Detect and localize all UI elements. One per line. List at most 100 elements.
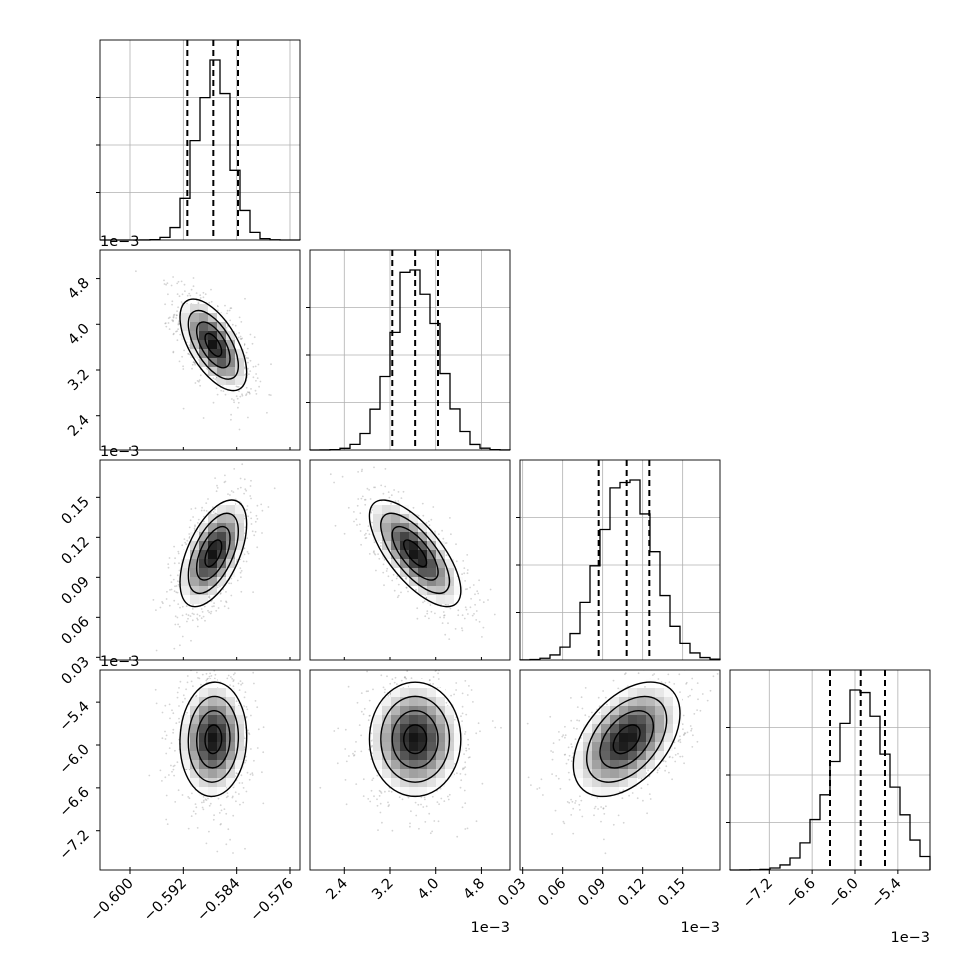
scatter-point: [245, 351, 248, 354]
contour-1.5-sigma: [187, 309, 240, 380]
scatter-point: [463, 753, 465, 755]
scatter-point: [178, 705, 180, 707]
density-cell: [418, 577, 427, 586]
scatter-point: [243, 737, 246, 740]
scatter-point: [220, 600, 222, 602]
density-cell: [226, 568, 235, 577]
scatter-point: [262, 751, 265, 754]
scatter-point: [243, 367, 246, 370]
scatter-point: [423, 600, 426, 603]
scatter-point: [197, 518, 200, 521]
histogram-panel-2: [516, 459, 721, 661]
scatter-point: [205, 502, 208, 504]
scatter-point: [387, 801, 389, 804]
density-cell: [382, 523, 391, 532]
scatter-point: [175, 314, 178, 317]
density-cell: [427, 733, 436, 742]
scatter-point: [249, 773, 252, 776]
scatter-point: [213, 677, 216, 680]
scatter-point: [396, 596, 399, 599]
density-cell: [382, 724, 391, 733]
density-cell: [400, 715, 409, 724]
scatter-point: [487, 599, 489, 601]
density-cell: [226, 550, 235, 559]
density-cell: [235, 376, 244, 385]
density-cell: [436, 715, 445, 724]
scatter-point: [245, 489, 248, 492]
scatter-point: [208, 597, 211, 599]
density-cell: [445, 586, 454, 595]
scatter-point: [173, 774, 176, 777]
scatter-point: [181, 701, 184, 703]
scatter-point: [241, 393, 243, 396]
density-cell: [391, 559, 400, 568]
density-cell: [436, 733, 445, 742]
scatter-point: [172, 276, 175, 278]
scatter-point: [360, 470, 363, 473]
scatter-point: [469, 586, 471, 589]
scatter-point: [183, 349, 186, 352]
density-cell: [208, 751, 217, 760]
density-panel-2-0: [99, 459, 301, 661]
density-cell: [190, 568, 199, 577]
scatter-point: [256, 546, 259, 549]
scatter-point: [229, 307, 232, 310]
scatter-point: [421, 502, 424, 505]
scatter-point: [190, 815, 193, 817]
scatter-point: [165, 794, 168, 797]
scatter-point: [176, 580, 179, 583]
scatter-point: [212, 377, 215, 380]
density-cell: [409, 679, 418, 688]
scatter-point: [168, 604, 171, 607]
scatter-point: [591, 711, 593, 714]
scatter-point: [172, 332, 175, 335]
scatter-point: [164, 738, 167, 740]
scatter-point: [172, 351, 175, 354]
scatter-point: [174, 623, 177, 626]
density-cell: [418, 550, 427, 559]
density-cell: [409, 742, 418, 751]
density-cell: [217, 313, 226, 322]
scatter-point: [478, 620, 481, 623]
scatter-point: [244, 526, 247, 529]
density-cell: [208, 586, 217, 595]
scatter-point: [405, 586, 408, 589]
scatter-point: [200, 683, 202, 686]
scatter-point: [187, 827, 190, 830]
density-cell: [400, 688, 409, 697]
scatter-point: [380, 674, 383, 677]
scatter-point: [385, 570, 388, 572]
scatter-point: [467, 613, 469, 615]
scatter-point: [239, 395, 242, 398]
scatter-point: [256, 706, 259, 709]
scatter-point: [170, 581, 173, 583]
scatter-point: [199, 384, 202, 387]
density-cell: [208, 715, 217, 724]
scatter-point: [232, 399, 235, 401]
scatter-point: [240, 576, 242, 579]
density-cell: [436, 724, 445, 733]
scatter-point: [175, 585, 178, 587]
scatter-point: [432, 683, 434, 685]
scatter-point: [257, 363, 260, 366]
scatter-point: [379, 790, 382, 793]
scatter-point: [378, 795, 381, 797]
scatter-point: [482, 626, 485, 629]
scatter-point: [246, 391, 249, 394]
scatter-point: [231, 323, 234, 326]
density-cell: [418, 769, 427, 778]
scatter-point: [202, 799, 205, 802]
scatter-point: [441, 622, 444, 624]
scatter-point: [228, 309, 231, 312]
scatter-point: [386, 567, 389, 570]
scatter-point: [216, 393, 219, 396]
density-cell: [373, 724, 382, 733]
density-cell: [382, 760, 391, 769]
scatter-point: [232, 673, 235, 676]
scatter-point: [417, 514, 420, 517]
scatter-point: [240, 338, 243, 340]
contour-0.5-sigma: [204, 332, 223, 357]
scatter-point: [428, 812, 431, 815]
density-cell: [190, 541, 199, 550]
density-cell: [208, 760, 217, 769]
